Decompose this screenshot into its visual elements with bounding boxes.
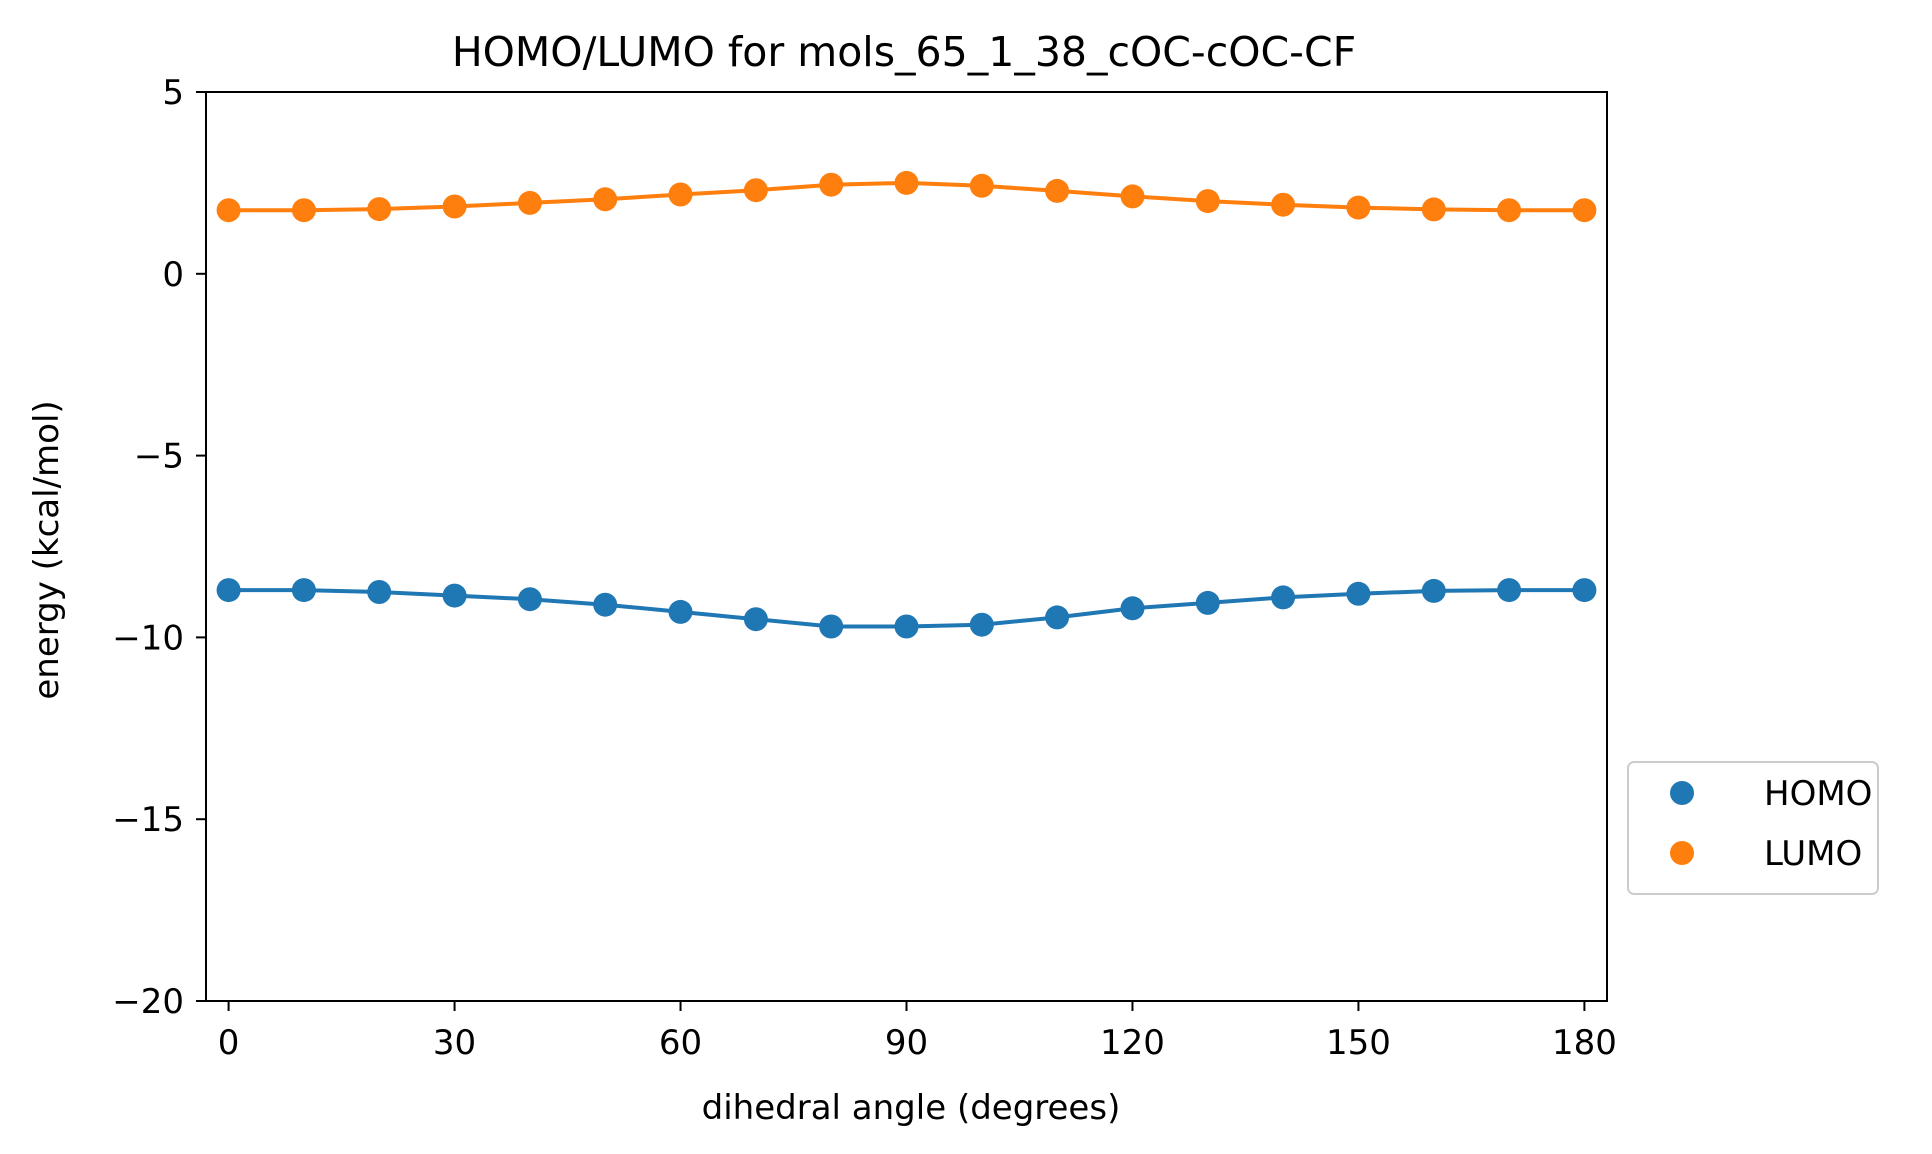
- plot-frame: [205, 91, 1608, 1002]
- lumo-point: [969, 173, 994, 198]
- lumo-point: [1045, 178, 1070, 203]
- homo-point: [1421, 578, 1446, 603]
- homo-point: [593, 592, 618, 617]
- homo-point: [367, 580, 392, 604]
- homo-point: [1271, 585, 1296, 610]
- x-tick-label: 60: [659, 1023, 702, 1063]
- homo-point: [1572, 578, 1597, 603]
- homo-point: [1045, 605, 1070, 630]
- x-tick-label: 120: [1100, 1023, 1165, 1063]
- x-tick-label: 90: [885, 1023, 928, 1063]
- y-axis: 5 0 −5 −10 −15 −20: [112, 73, 206, 1022]
- legend-label-homo: HOMO: [1764, 774, 1872, 814]
- x-tick-label: 150: [1326, 1023, 1391, 1063]
- lumo-point: [1497, 198, 1522, 223]
- lumo-point: [819, 172, 844, 197]
- y-tick-label: −15: [112, 800, 184, 840]
- homo-point: [216, 578, 241, 603]
- y-axis-label: energy (kcal/mol): [27, 400, 67, 699]
- x-tick-label: 30: [433, 1023, 476, 1063]
- lumo-point: [517, 190, 542, 215]
- lumo-point: [593, 187, 618, 212]
- lumo-point: [442, 194, 467, 219]
- lumo-point: [1572, 198, 1597, 223]
- lumo-point: [216, 198, 241, 223]
- legend: HOMO LUMO: [1627, 761, 1879, 895]
- y-tick-label: −10: [112, 618, 184, 658]
- x-tick-label: 0: [218, 1023, 240, 1063]
- lumo-point: [1271, 192, 1296, 217]
- homo-point: [291, 578, 316, 603]
- y-tick-label: −5: [134, 437, 184, 477]
- x-tick-label: 180: [1552, 1023, 1617, 1063]
- y-tick-label: 0: [162, 255, 184, 295]
- y-tick-label: 5: [162, 73, 184, 113]
- lumo-point: [291, 198, 316, 223]
- homo-point: [1346, 581, 1371, 606]
- lumo-point: [1120, 184, 1145, 209]
- legend-label-lumo: LUMO: [1764, 834, 1862, 874]
- homo-point: [894, 614, 919, 639]
- chart-title: HOMO/LUMO for mols_65_1_38_cOC-cOC-CF: [452, 28, 1356, 76]
- y-tick-label: −20: [112, 982, 184, 1022]
- homo-point: [668, 599, 693, 624]
- homo-point: [517, 587, 542, 612]
- x-axis-label: dihedral angle (degrees): [702, 1088, 1121, 1128]
- homo-point: [1195, 590, 1220, 615]
- homo-point: [969, 612, 994, 637]
- lumo-point: [1346, 195, 1371, 220]
- x-axis: 0 30 60 90 120 150 180: [218, 1001, 1617, 1063]
- lumo-point: [1421, 197, 1446, 222]
- plot-area: [205, 91, 1608, 1002]
- legend-marker-homo: [1670, 781, 1694, 805]
- homo-point: [743, 607, 768, 632]
- lumo-point: [1195, 189, 1220, 214]
- lumo-point: [743, 178, 768, 203]
- lumo-point: [367, 197, 392, 222]
- homo-point: [819, 614, 844, 639]
- lumo-point: [668, 182, 693, 207]
- legend-marker-lumo: [1670, 841, 1694, 865]
- homo-point: [1120, 596, 1145, 621]
- lumo-point: [894, 170, 919, 195]
- homo-point: [442, 583, 467, 608]
- homo-point: [1497, 578, 1522, 603]
